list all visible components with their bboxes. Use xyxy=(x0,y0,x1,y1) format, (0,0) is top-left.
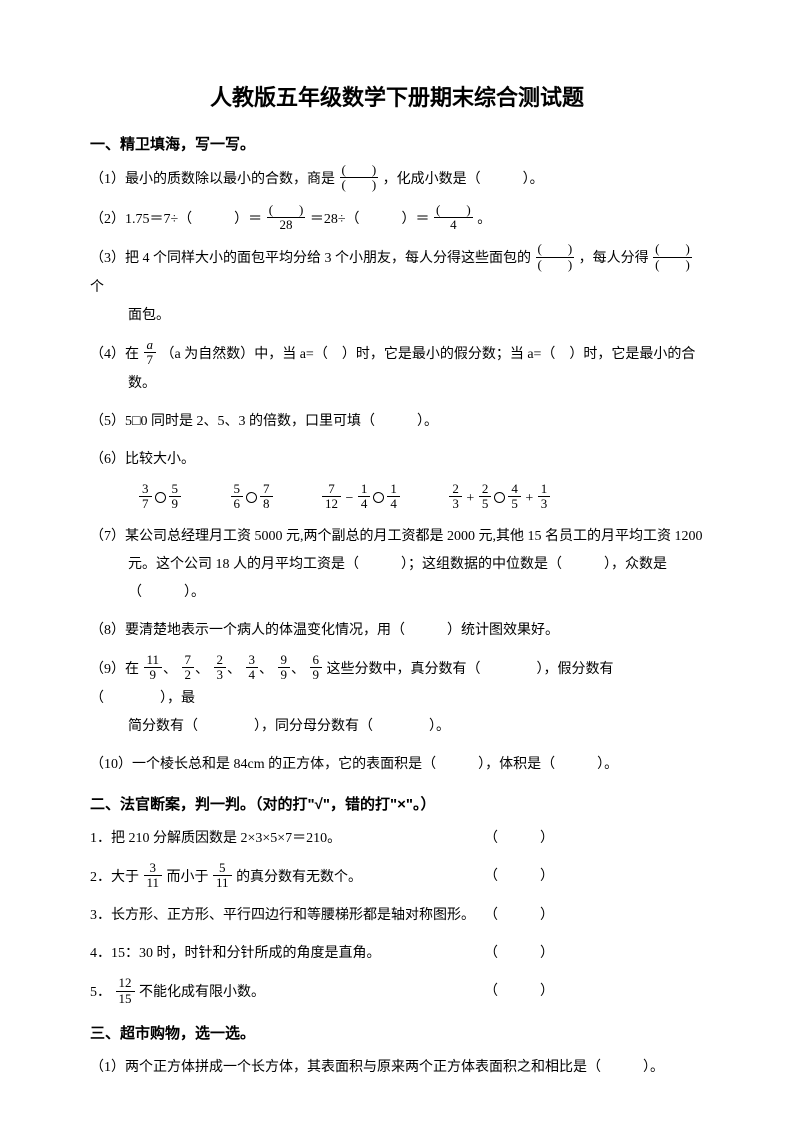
s2q1: 1．把 210 分解质因数是 2×3×5×7＝210。（ ） xyxy=(90,825,704,853)
q4-text-a: （4）在 xyxy=(90,347,139,362)
s2q3: 3．长方形、正方形、平行四边行和等腰梯形都是轴对称图形。（ ） xyxy=(90,902,704,930)
q9: （9）在 119、 72、 23、 34、 99、 69 这些分数中，真分数有（… xyxy=(90,655,704,741)
q1: （1）最小的质数除以最小的合数，商是 ( )( ) ，化成小数是（ ）。 xyxy=(90,165,704,195)
q5: （5）5□0 同时是 2、5、3 的倍数，口里可填（ ）。 xyxy=(90,408,704,436)
q2: （2）1.75＝7÷（ ）＝ ( )28 ＝28÷（ ）＝ ( )4 。 xyxy=(90,205,704,235)
q3-text-b: ，每人分得 xyxy=(579,251,649,266)
frac-4: ( )4 xyxy=(434,203,473,233)
q3-text-d: 面包。 xyxy=(90,302,704,330)
q3-text-a: （3）把 4 个同样大小的面包平均分给 3 个小朋友，每人分得这些面包的 xyxy=(90,251,531,266)
s2q2: 2．大于 311 而小于 511 的真分数有无数个。 （ ） xyxy=(90,863,704,893)
q4-text-b: （a 为自然数）中，当 a=（ ）时，它是最小的假分数；当 a=（ ）时，它是最… xyxy=(161,347,696,362)
q3-text-c: 个 xyxy=(90,280,104,295)
section2-head: 二、法官断案，判一判。（对的打"√"，错的打"×"。） xyxy=(90,793,704,817)
q7-text-a: （7）某公司总经理月工资 5000 元,两个副总的月工资都是 2000 元,其他… xyxy=(90,529,703,544)
section1-head: 一、精卫填海，写一写。 xyxy=(90,133,704,157)
section3-head: 三、超市购物，选一选。 xyxy=(90,1022,704,1046)
q4-text-c: 数。 xyxy=(90,370,704,398)
q8: （8）要清楚地表示一个病人的体温变化情况，用（ ）统计图效果好。 xyxy=(90,617,704,645)
frac-a7: a7 xyxy=(144,338,157,368)
cmp2: 5678 xyxy=(230,484,274,514)
q4: （4）在 a7 （a 为自然数）中，当 a=（ ）时，它是最小的假分数；当 a=… xyxy=(90,340,704,398)
q2-text-b: ＝28÷（ ）＝ xyxy=(310,212,430,227)
q7-text-c: （ ）。 xyxy=(90,579,704,607)
q2-text-c: 。 xyxy=(477,212,491,227)
blank-frac: ( )( ) xyxy=(653,242,692,272)
q1-text-a: （1）最小的质数除以最小的合数，商是 xyxy=(90,172,335,187)
q9-text-a: （9）在 xyxy=(90,662,139,677)
s2q4: 4．15：30 时，时针和分针所成的角度是直角。（ ） xyxy=(90,940,704,968)
q7: （7）某公司总经理月工资 5000 元,两个副总的月工资都是 2000 元,其他… xyxy=(90,523,704,607)
q10: （10）一个棱长总和是 84cm 的正方体，它的表面积是（ ），体积是（ ）。 xyxy=(90,751,704,779)
s2q5: 5． 1215 不能化成有限小数。 （ ） xyxy=(90,978,704,1008)
s3q1: （1）两个正方体拼成一个长方体，其表面积与原来两个正方体表面积之和相比是（ ）。 xyxy=(90,1054,704,1082)
blank-frac: ( )( ) xyxy=(536,242,575,272)
q1-text-b: ，化成小数是（ ）。 xyxy=(383,172,544,187)
q6-compare: 3759 5678 712 − 1414 23 + 2545 + 13 xyxy=(90,484,704,514)
page-title: 人教版五年级数学下册期末综合测试题 xyxy=(90,80,704,115)
q6: （6）比较大小。 xyxy=(90,446,704,474)
q3: （3）把 4 个同样大小的面包平均分给 3 个小朋友，每人分得这些面包的 ( )… xyxy=(90,244,704,330)
cmp1: 3759 xyxy=(138,484,182,514)
q9-text-c: 简分数有（ ），同分母分数有（ ）。 xyxy=(90,713,704,741)
cmp4: 23 + 2545 + 13 xyxy=(448,484,551,514)
blank-frac: ( )( ) xyxy=(340,163,379,193)
q7-text-b: 元。这个公司 18 人的月平均工资是（ ）；这组数据的中位数是（ ），众数是 xyxy=(90,551,704,579)
frac-28: ( )28 xyxy=(267,203,306,233)
cmp3: 712 − 1414 xyxy=(321,484,401,514)
q2-text-a: （2）1.75＝7÷（ ）＝ xyxy=(90,212,262,227)
